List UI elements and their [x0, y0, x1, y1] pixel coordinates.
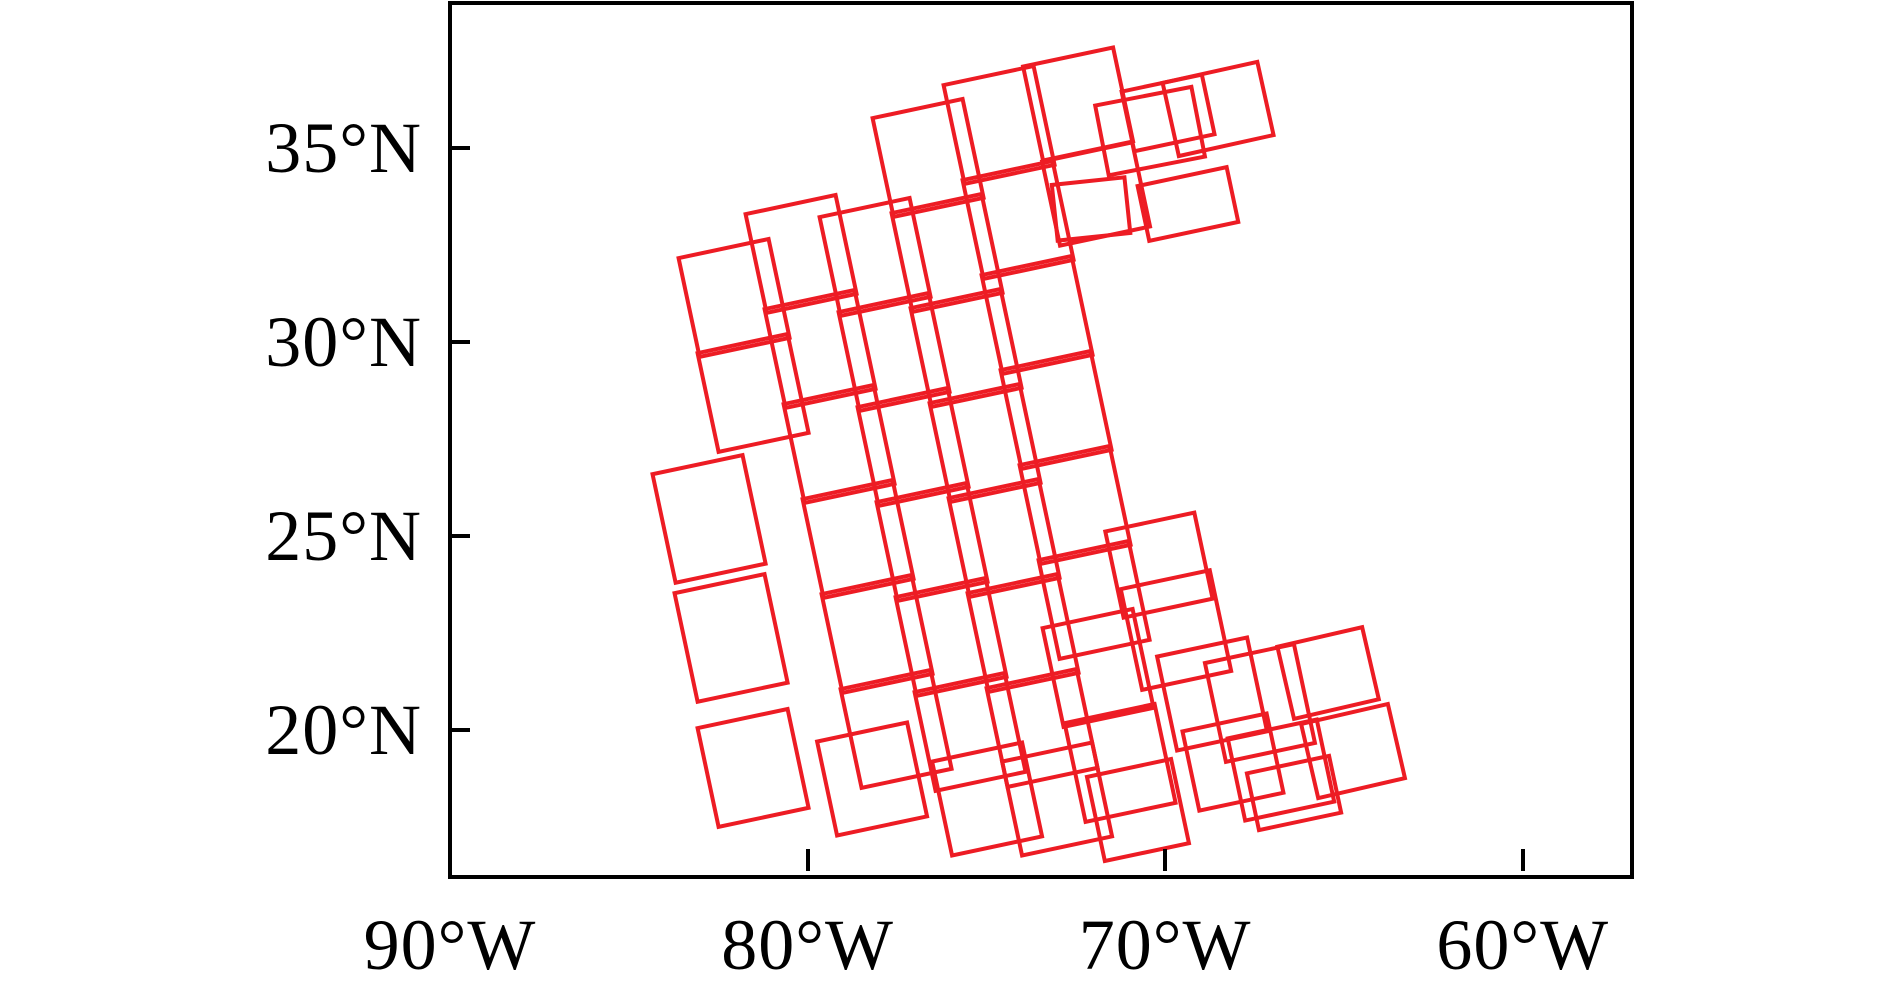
x-tick — [448, 849, 452, 871]
y-tick — [450, 727, 470, 732]
y-tick-label: 20°N — [265, 689, 422, 770]
footprint-rect — [814, 720, 930, 838]
y-tick-label: 35°N — [265, 108, 422, 189]
x-tick — [1520, 849, 1525, 871]
x-tick-label: 60°W — [1436, 905, 1610, 985]
y-tick — [450, 340, 470, 345]
y-tick-label: 25°N — [265, 495, 422, 576]
x-tick — [805, 849, 810, 871]
x-tick-label: 70°W — [1078, 905, 1252, 985]
x-tick — [1163, 849, 1168, 871]
plot-area — [448, 1, 1634, 879]
y-tick-label: 30°N — [265, 302, 422, 383]
footprint-rect — [1049, 174, 1133, 243]
y-tick — [450, 146, 470, 151]
x-tick-label: 80°W — [721, 905, 894, 985]
footprint-rect — [1084, 756, 1192, 864]
x-tick-label: 90°W — [363, 905, 537, 985]
y-tick — [450, 533, 470, 538]
